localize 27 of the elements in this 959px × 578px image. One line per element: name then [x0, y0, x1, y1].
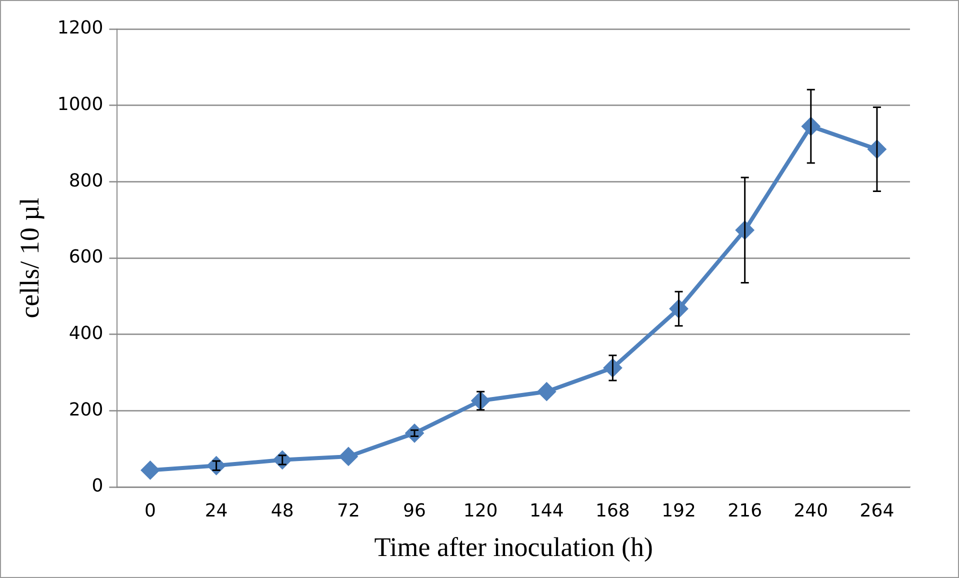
y-tick-label: 800 — [68, 170, 104, 192]
x-tick-label: 216 — [728, 500, 762, 522]
x-tick-label: 192 — [662, 500, 696, 522]
point — [338, 446, 358, 466]
x-tick-label: 96 — [403, 500, 426, 522]
y-tick-label: 1000 — [57, 94, 104, 116]
point — [272, 450, 292, 470]
y-axis-title: cells/ 10 µl — [14, 198, 44, 318]
x-axis-title: Time after inoculation (h) — [374, 532, 653, 562]
point — [405, 424, 424, 443]
x-tick-label: 264 — [860, 500, 894, 522]
x-tick-label: 48 — [270, 500, 294, 522]
x-tick-label: 0 — [144, 500, 156, 522]
x-tick-label: 168 — [596, 500, 630, 522]
x-tick-label: 72 — [336, 500, 360, 522]
point — [140, 460, 160, 480]
y-tick-label: 400 — [68, 323, 104, 344]
y-tick-label: 0 — [92, 476, 104, 497]
y-tick-label: 1200 — [57, 18, 104, 39]
point — [206, 456, 226, 476]
x-tick-label: 144 — [529, 500, 564, 522]
point — [537, 382, 556, 402]
x-tick-label: 240 — [794, 500, 828, 522]
y-tick-label: 600 — [68, 246, 104, 268]
x-tick-label: 24 — [204, 500, 228, 522]
x-tick-label: 120 — [463, 500, 498, 522]
y-tick-label: 200 — [68, 399, 104, 420]
